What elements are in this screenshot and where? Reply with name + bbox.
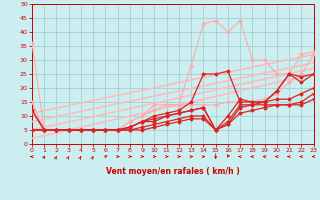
X-axis label: Vent moyen/en rafales ( km/h ): Vent moyen/en rafales ( km/h ) xyxy=(106,167,240,176)
